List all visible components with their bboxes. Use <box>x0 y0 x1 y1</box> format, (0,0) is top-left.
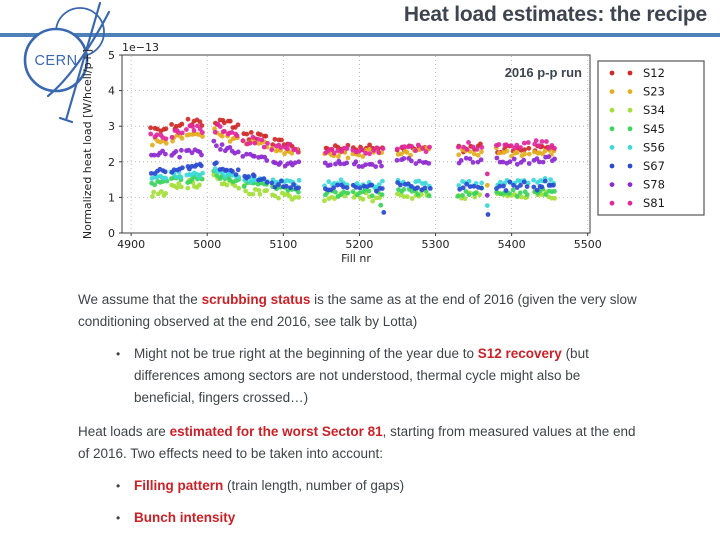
svg-text:5300: 5300 <box>422 238 450 251</box>
header-rule <box>0 33 720 37</box>
svg-text:5100: 5100 <box>269 238 297 251</box>
cern-logo-main-ring-icon <box>23 27 89 93</box>
svg-text:5400: 5400 <box>498 238 526 251</box>
paragraph-scrubbing-assumption: We assume that the scrubbing status is t… <box>78 289 638 333</box>
svg-text:Normalized heat load [W/hcell/: Normalized heat load [W/hcell/p+] <box>81 49 94 239</box>
plain-text: Heat loads are <box>78 424 170 439</box>
svg-text:5000: 5000 <box>193 238 221 251</box>
plain-text: We assume that the <box>78 292 202 307</box>
svg-text:S56: S56 <box>643 140 665 154</box>
cern-logo-beamline2-icon <box>46 10 111 98</box>
plain-text: Might not be true right at the beginning… <box>134 346 478 361</box>
svg-text:2: 2 <box>108 156 115 169</box>
bullet-text: Might not be true right at the beginning… <box>134 343 616 409</box>
legend: S12 S23 S34 S45 S56 S67 S78 S81 <box>597 60 705 216</box>
svg-text:5200: 5200 <box>345 238 373 251</box>
emphasis-red-text: Filling pattern <box>134 478 224 493</box>
bullet-icon: • <box>116 511 121 525</box>
bullet-item-bunch-intensity: • Bunch intensity <box>116 507 660 529</box>
cern-logo-beamline-icon <box>64 1 102 122</box>
bullet-item-filling-pattern: • Filling pattern (train length, number … <box>116 475 660 497</box>
heat-load-figure: 4900 5000 5100 5200 5300 5400 5500 0 1 2 3 4 5 1e−13 F… <box>78 38 718 270</box>
emphasis-red-text: S12 recovery <box>477 346 562 361</box>
svg-text:S67: S67 <box>643 159 665 173</box>
bullet-item-s12-recovery: • Might not be true right at the beginni… <box>116 343 660 409</box>
slide-title: Heat load estimates: the recipe <box>403 3 707 26</box>
svg-text:1: 1 <box>108 191 115 204</box>
scatter-points <box>148 116 557 217</box>
svg-text:S23: S23 <box>643 85 665 99</box>
svg-text:1e−13: 1e−13 <box>122 41 159 54</box>
emphasis-red-text: scrubbing status <box>201 292 311 307</box>
cern-logo: CERN <box>23 1 111 124</box>
cern-logo-tick-icon <box>58 116 74 124</box>
paragraph-heat-load-estimate: Heat loads are estimated for the worst S… <box>78 421 638 465</box>
svg-text:S12: S12 <box>643 66 665 80</box>
heat-load-chart: 4900 5000 5100 5200 5300 5400 5500 0 1 2 3 4 5 1e−13 F… <box>81 41 705 265</box>
plain-text: , starting from measured values at the e… <box>78 424 636 461</box>
svg-text:S45: S45 <box>643 122 665 136</box>
axis-ticks: 4900 5000 5100 5200 5300 5400 5500 0 1 2 3 4 5 <box>108 49 602 251</box>
bullet-text: Bunch intensity <box>134 507 616 529</box>
svg-text:3: 3 <box>108 120 115 133</box>
svg-text:4: 4 <box>108 85 115 98</box>
svg-text:S78: S78 <box>643 178 665 192</box>
svg-text:5: 5 <box>108 49 115 62</box>
cern-logo-text: CERN <box>34 53 77 69</box>
body-text: We assume that the scrubbing status is t… <box>78 289 660 539</box>
svg-text:2016 p-p run: 2016 p-p run <box>505 65 582 80</box>
bullet-icon: • <box>116 347 121 361</box>
plain-text: is the same as at the end of 2016 (given… <box>78 292 637 329</box>
plain-text: (train length, number of gaps) <box>223 478 405 493</box>
svg-text:0: 0 <box>108 227 115 240</box>
svg-text:4900: 4900 <box>117 238 145 251</box>
axes <box>121 54 591 234</box>
svg-text:5500: 5500 <box>574 238 602 251</box>
axis-labels: 1e−13 Fill nr Normalized heat load [W/hcel… <box>81 41 582 265</box>
svg-text:Fill nr: Fill nr <box>341 252 371 265</box>
emphasis-red-text: estimated for the worst Sector 81 <box>169 424 383 439</box>
plain-text: (but differences among sectors are not u… <box>134 346 589 405</box>
emphasis-red-text: Bunch intensity <box>134 510 236 525</box>
svg-text:S34: S34 <box>643 103 665 117</box>
svg-text:S81: S81 <box>643 196 665 210</box>
bullet-text: Filling pattern (train length, number of… <box>134 475 616 497</box>
bullet-icon: • <box>116 479 121 493</box>
